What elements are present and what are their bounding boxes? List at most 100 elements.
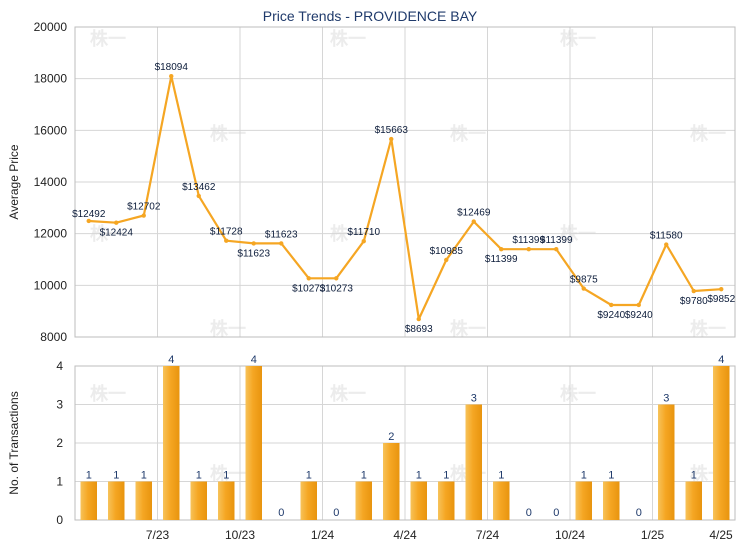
count-y-tick-label: 2 — [56, 436, 63, 450]
transaction-count-label: 0 — [526, 507, 532, 519]
price-point — [499, 246, 504, 252]
transaction-count-label: 2 — [388, 431, 394, 443]
price-data-label: $13462 — [182, 182, 216, 193]
transaction-bar — [383, 443, 400, 520]
price-data-label: $11728 — [210, 227, 243, 238]
price-point — [471, 219, 476, 224]
price-point — [251, 241, 256, 246]
transaction-count-label: 0 — [553, 507, 559, 519]
transaction-count-label: 1 — [361, 470, 367, 482]
price-data-label: $8693 — [405, 324, 433, 335]
price-data-label: $12424 — [100, 228, 134, 239]
transaction-bar — [245, 366, 262, 520]
transaction-bar — [603, 481, 620, 520]
price-y-tick-label: 20000 — [34, 20, 68, 34]
count-y-tick-label: 0 — [56, 513, 63, 527]
transaction-count-label: 1 — [416, 470, 422, 482]
watermark-text: 株一 — [560, 383, 596, 405]
x-tick-label: 7/24 — [476, 528, 500, 542]
transaction-count-label: 3 — [471, 393, 477, 405]
transaction-bar — [355, 481, 372, 520]
transaction-count-label: 0 — [333, 507, 339, 519]
price-data-label: $9875 — [570, 275, 598, 286]
watermark-text: 株一 — [90, 383, 126, 405]
price-point — [581, 286, 586, 291]
count-y-tick-label: 4 — [56, 359, 63, 373]
transaction-count-label: 1 — [691, 470, 697, 482]
watermark-text: 株一 — [210, 463, 246, 485]
price-data-label: $11399 — [540, 235, 573, 246]
transaction-bar — [163, 366, 180, 520]
x-tick-label: 4/24 — [393, 528, 417, 542]
transaction-bar — [575, 481, 592, 520]
price-data-label: $12492 — [72, 209, 106, 220]
transaction-bar — [108, 481, 125, 520]
price-data-label: $9780 — [680, 296, 708, 307]
transaction-count-label: 3 — [663, 393, 669, 405]
price-point — [444, 257, 449, 263]
transaction-bar — [438, 481, 455, 520]
transactions-bar-panel: 株一株一株一株一株一株一012347/2310/231/244/247/2410… — [56, 354, 736, 542]
transaction-count-label: 4 — [718, 354, 724, 366]
price-point — [554, 246, 559, 252]
transaction-count-label: 0 — [636, 507, 642, 519]
price-data-label: $9240 — [625, 310, 653, 321]
transaction-count-label: 1 — [306, 470, 312, 482]
transaction-bar — [135, 481, 152, 520]
price-point — [306, 276, 311, 281]
price-y-tick-label: 10000 — [34, 278, 68, 292]
price-data-label: $12469 — [457, 208, 491, 219]
count-y-tick-label: 3 — [56, 398, 63, 412]
watermark-text: 株一 — [90, 28, 126, 50]
transaction-count-label: 0 — [278, 507, 284, 519]
price-point — [609, 302, 614, 308]
price-point — [664, 242, 669, 247]
x-tick-label: 7/23 — [146, 528, 170, 542]
price-data-label: $10273 — [292, 283, 326, 294]
watermark-text: 株一 — [330, 28, 366, 50]
price-data-label: $11623 — [237, 248, 270, 259]
price-data-label: $11580 — [650, 231, 683, 242]
x-tick-label: 10/24 — [555, 528, 585, 542]
price-y-tick-label: 12000 — [34, 227, 68, 241]
x-tick-label: 10/23 — [225, 528, 255, 542]
price-plot-frame — [74, 26, 736, 338]
price-point — [224, 238, 229, 243]
transaction-count-label: 1 — [113, 470, 119, 482]
price-data-label: $12702 — [127, 202, 161, 213]
transaction-bar — [658, 404, 675, 520]
transaction-bar — [190, 481, 207, 520]
watermark-text: 株一 — [690, 318, 726, 340]
transaction-bar — [465, 404, 482, 520]
x-tick-label: 4/25 — [709, 528, 733, 542]
price-data-label: $10273 — [320, 283, 354, 294]
chart-title: Price Trends - PROVIDENCE BAY — [263, 8, 478, 24]
price-data-label: $11710 — [347, 227, 380, 238]
transaction-count-label: 1 — [223, 470, 229, 482]
transactions-y-axis-title: No. of Transactions — [7, 391, 21, 494]
transaction-count-label: 1 — [608, 470, 614, 482]
transaction-count-label: 1 — [196, 470, 202, 482]
price-point — [636, 302, 641, 308]
x-tick-label: 1/24 — [311, 528, 335, 542]
price-data-label: $9852 — [707, 294, 735, 305]
price-point — [334, 276, 339, 281]
price-point — [361, 238, 366, 244]
count-y-tick-label: 1 — [56, 475, 63, 489]
watermark-text: 株一 — [690, 123, 726, 145]
price-y-tick-label: 8000 — [40, 330, 67, 344]
price-point — [279, 241, 284, 246]
price-y-axis-title: Average Price — [7, 144, 21, 219]
price-data-label: $15663 — [375, 125, 409, 136]
x-tick-label: 1/25 — [641, 528, 665, 542]
price-point — [169, 74, 174, 79]
transaction-bar — [410, 481, 427, 520]
price-point — [719, 286, 724, 292]
price-data-label: $11399 — [485, 254, 518, 265]
watermark-text: 株一 — [450, 318, 486, 340]
price-point — [389, 136, 394, 142]
price-point — [196, 193, 201, 199]
price-point — [691, 288, 696, 294]
